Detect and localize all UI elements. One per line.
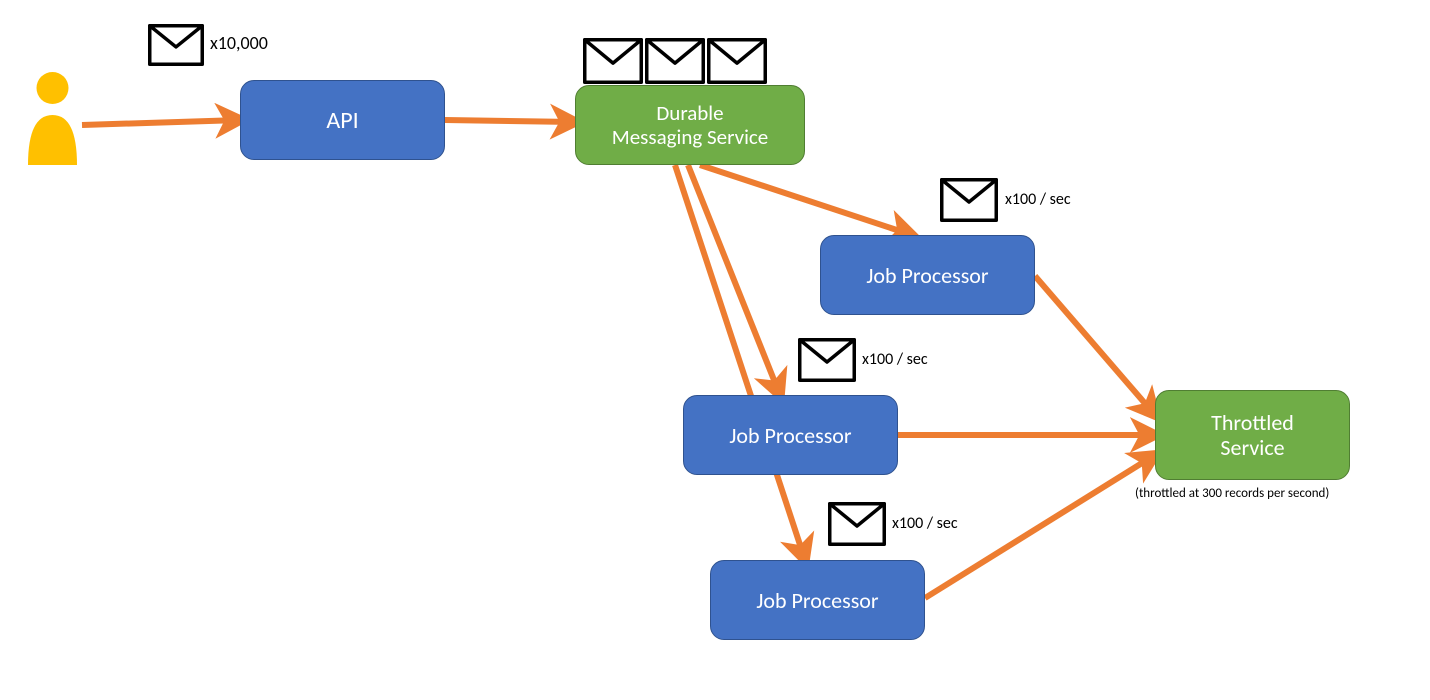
envelope-icon [148,24,204,66]
node-jp2-label: Job Processor [729,422,851,449]
node-throttled: Throttled Service [1155,390,1350,480]
label-jp3-rate-text: x100 / sec [892,514,958,533]
edge [925,455,1155,598]
node-api-label: API [326,106,358,135]
envelope-icon [645,38,705,84]
node-dms: Durable Messaging Service [575,85,805,165]
node-jp1: Job Processor [820,235,1035,315]
edge [688,165,780,395]
edge [700,165,912,235]
node-jp2: Job Processor [683,395,898,475]
edge [82,120,240,125]
envelope-icon [940,178,998,222]
label-throttle-note: (throttled at 300 records per second) [1135,486,1329,501]
label-jp3-rate: x100 / sec [892,514,958,533]
label-jp1-rate: x100 / sec [1005,190,1071,209]
node-jp3-label: Job Processor [756,587,878,614]
label-user-msg-text: x10,000 [210,32,268,54]
envelope-icon [828,502,886,546]
user-icon [25,70,80,165]
node-throttled-label: Throttled Service [1211,410,1294,461]
edge [445,120,575,122]
envelope-icon [798,338,856,382]
envelope-icon [707,38,767,84]
label-jp2-rate-text: x100 / sec [862,350,928,369]
edge [1035,276,1155,415]
node-jp1-label: Job Processor [866,262,988,289]
label-jp2-rate: x100 / sec [862,350,928,369]
label-jp1-rate-text: x100 / sec [1005,190,1071,209]
envelope-icon [583,38,643,84]
node-api: API [240,80,445,160]
node-jp3: Job Processor [710,560,925,640]
label-user-msg: x10,000 [210,32,268,54]
node-dms-label: Durable Messaging Service [612,101,769,149]
edge [675,165,805,560]
label-throttle-note-text: (throttled at 300 records per second) [1135,486,1329,501]
